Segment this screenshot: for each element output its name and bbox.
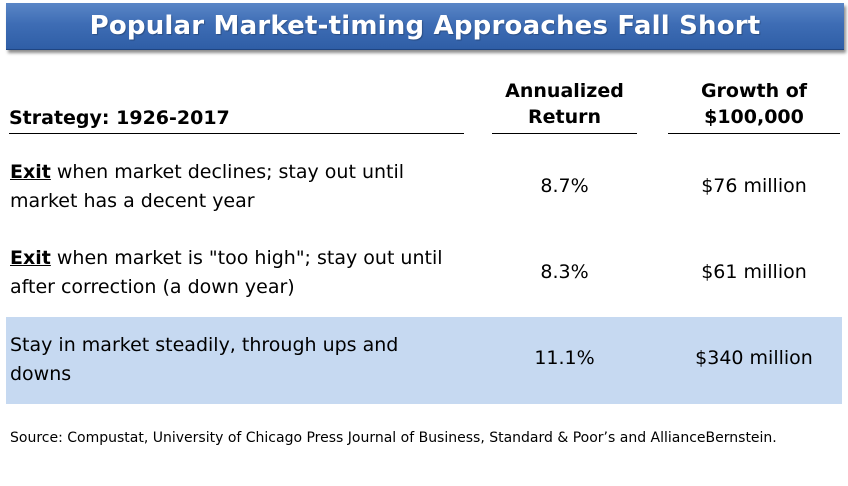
column-header-annualized-return: Annualized Return <box>492 78 637 134</box>
annualized-return-value: 8.7% <box>540 175 589 197</box>
growth-value: $340 million <box>695 347 813 369</box>
strategy-text: when market declines; stay out until mar… <box>10 161 405 212</box>
strategy-description: Stay in market steadily, through ups and… <box>10 331 465 389</box>
annualized-return-value: 8.3% <box>540 261 589 283</box>
strategy-description: Exit when market declines; stay out unti… <box>10 158 465 216</box>
growth-value: $76 million <box>701 175 807 197</box>
strategy-text: Stay in market steadily, through ups and… <box>10 334 399 385</box>
column-header-growth: Growth of $100,000 <box>668 78 840 134</box>
slide-title: Popular Market-timing Approaches Fall Sh… <box>89 11 761 41</box>
growth-value: $61 million <box>701 261 807 283</box>
column-header-return-line1: Annualized <box>505 80 624 102</box>
column-header-strategy: Strategy: 1926-2017 <box>9 107 464 134</box>
strategy-text: when market is "too high"; stay out unti… <box>10 247 443 298</box>
strategy-keyword: Exit <box>10 161 51 183</box>
title-bar: Popular Market-timing Approaches Fall Sh… <box>6 3 844 50</box>
table-row-highlighted: Stay in market steadily, through ups and… <box>6 317 842 404</box>
source-note: Source: Compustat, University of Chicago… <box>10 430 777 446</box>
table-row: Exit when market declines; stay out unti… <box>6 152 842 224</box>
annualized-return-value: 11.1% <box>534 347 595 369</box>
column-header-growth-line1: Growth of <box>700 80 808 102</box>
strategy-keyword: Exit <box>10 247 51 269</box>
table-row: Exit when market is "too high"; stay out… <box>6 238 842 310</box>
column-header-return-line2: Return <box>527 106 602 128</box>
strategy-description: Exit when market is "too high"; stay out… <box>10 244 465 302</box>
column-header-growth-line2: $100,000 <box>704 106 804 128</box>
